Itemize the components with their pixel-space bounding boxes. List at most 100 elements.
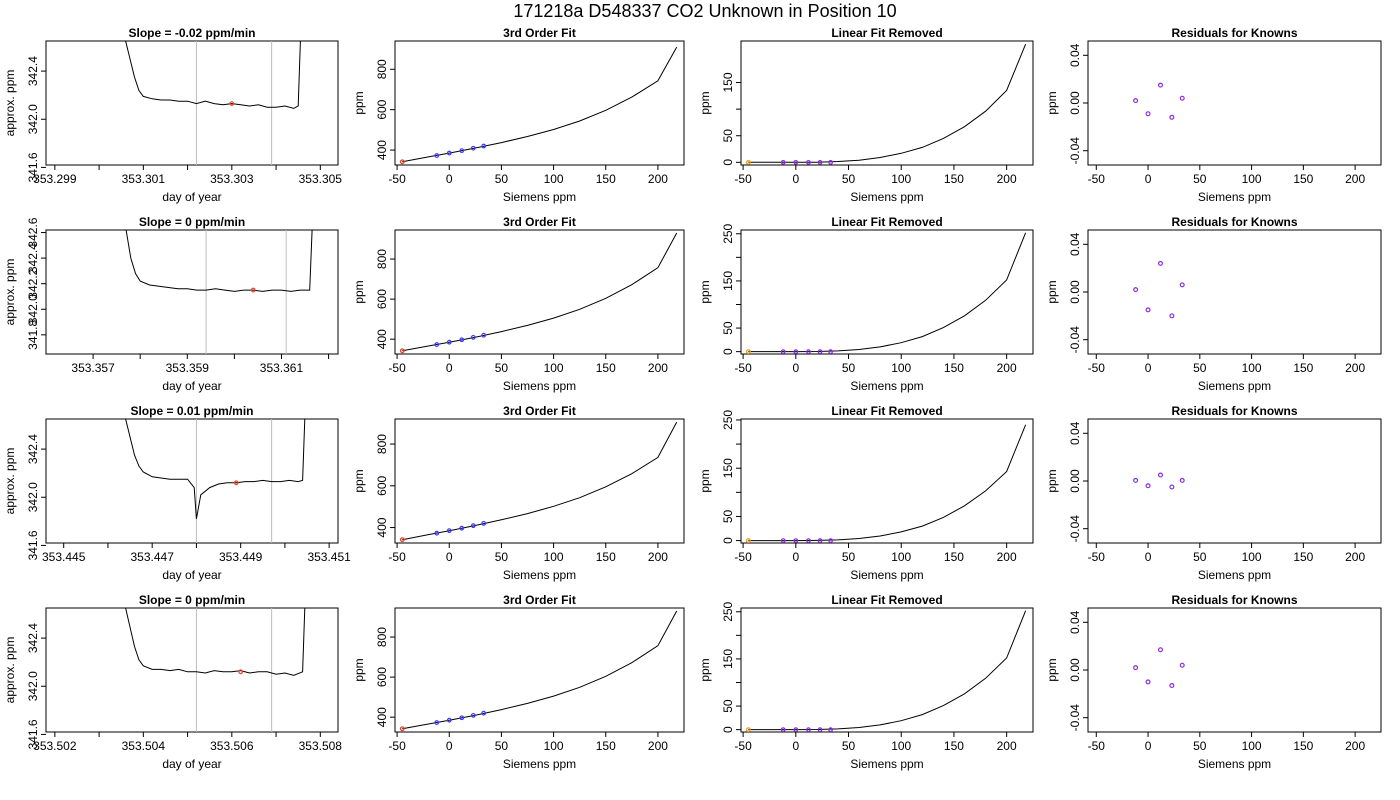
y-tick-label: 600: [375, 289, 389, 309]
plot-area: [1133, 260, 1185, 319]
plot-frame: [740, 418, 1034, 544]
x-axis-label: Siemens ppm: [1198, 379, 1271, 393]
plot-area: [125, 419, 306, 543]
panel-title: Residuals for Knowns: [1171, 404, 1297, 418]
plot-frame: [394, 418, 685, 544]
x-tick-label: 50: [842, 172, 856, 186]
plot-frame: [394, 229, 685, 355]
x-tick-label: -50: [734, 361, 752, 375]
panel-title: 3rd Order Fit: [503, 215, 576, 229]
y-tick-label: 0.00: [1068, 280, 1082, 304]
x-tick-label: 100: [544, 172, 564, 186]
y-axis-label: ppm: [1045, 280, 1059, 303]
residual-point: [1179, 95, 1185, 101]
plot-frame: [45, 607, 339, 733]
fit-curve: [402, 232, 678, 352]
known-point: [470, 145, 476, 151]
x-tick-label: -50: [1088, 172, 1106, 186]
known-point: [446, 339, 452, 345]
y-tick-label: 250: [721, 601, 735, 621]
y-axis-label: ppm: [352, 280, 366, 303]
x-tick-label: 0: [1145, 550, 1152, 564]
plot-frame: [1087, 40, 1382, 166]
y-tick-label: 341.8: [26, 319, 40, 349]
y-tick-label: 50: [721, 321, 735, 335]
x-tick-label: -50: [388, 550, 406, 564]
x-tick-label: 50: [842, 550, 856, 564]
y-tick-label: 342.6: [26, 217, 40, 247]
y-tick-label: 0: [721, 159, 735, 166]
x-tick-label: 100: [544, 550, 564, 564]
known-point: [459, 148, 465, 154]
known-point: [817, 727, 823, 732]
x-tick-label: 353.508: [299, 739, 343, 753]
x-tick-label: 50: [1193, 739, 1207, 753]
y-axis-label: ppm: [698, 658, 712, 681]
residual-point: [1169, 484, 1175, 490]
x-tick-label: 353.451: [307, 550, 351, 564]
y-tick-label: 800: [375, 434, 389, 454]
plot-area: [745, 610, 1027, 732]
known-point: [434, 342, 440, 347]
known-point: [470, 712, 476, 718]
panel-r4-c3: Linear Fit Removed -50 0 50 100 150 200 Siemens…: [698, 593, 1034, 771]
x-tick-label: -50: [734, 550, 752, 564]
residual-point: [1179, 282, 1185, 288]
known-point: [481, 332, 487, 338]
residual-point: [1157, 647, 1163, 653]
figure-title: 171218a D548337 CO2 Unknown in Position …: [513, 1, 896, 21]
panel-r1-c1: Slope = -0.02 ppm/min 353.299 353.301 353.3…: [3, 26, 342, 204]
x-tick-label: 150: [944, 361, 964, 375]
known-point: [434, 153, 440, 158]
unknown-point: [745, 349, 751, 354]
known-point: [459, 715, 465, 721]
panel-r3-c1: Slope = 0.01 ppm/min 353.445 353.447 353.44…: [3, 404, 351, 582]
x-tick-label: 353.359: [166, 361, 210, 375]
x-axis-label: day of year: [162, 379, 221, 393]
known-point: [828, 159, 834, 165]
fit-curve: [402, 421, 678, 541]
known-point: [806, 727, 811, 732]
y-tick-label: 342.2: [26, 268, 40, 298]
x-tick-label: -50: [734, 739, 752, 753]
x-tick-label: 100: [1242, 739, 1262, 753]
fit-curve: [748, 424, 1027, 542]
x-tick-label: 0: [446, 550, 453, 564]
known-point: [793, 159, 799, 165]
y-tick-label: 342.0: [26, 482, 40, 512]
residual-point: [1169, 682, 1175, 688]
x-tick-label: 200: [648, 550, 668, 564]
y-tick-label: 400: [375, 707, 389, 727]
x-tick-label: 100: [1242, 550, 1262, 564]
x-tick-label: -50: [1088, 739, 1106, 753]
x-tick-label: -50: [388, 739, 406, 753]
trace-line: [125, 419, 306, 519]
plot-frame: [45, 229, 339, 355]
y-tick-label: 342.4: [26, 56, 40, 86]
known-point: [446, 717, 452, 723]
x-tick-label: 150: [596, 550, 616, 564]
x-tick-label: 100: [1242, 361, 1262, 375]
x-tick-label: 150: [944, 172, 964, 186]
residual-point: [1133, 477, 1139, 483]
x-axis-label: Siemens ppm: [503, 757, 576, 771]
x-tick-label: 353.447: [130, 550, 174, 564]
plot-area: [399, 610, 678, 732]
unknown-point: [250, 287, 256, 293]
x-tick-label: 353.504: [122, 739, 166, 753]
x-axis-label: Siemens ppm: [850, 757, 923, 771]
panel-title: Slope = -0.02 ppm/min: [128, 26, 255, 40]
x-tick-label: 150: [944, 739, 964, 753]
y-axis-label: ppm: [698, 280, 712, 303]
panel-r1-c3: Linear Fit Removed -50 0 50 100 150 200 Siemens…: [698, 26, 1034, 204]
residual-point: [1145, 483, 1151, 489]
x-tick-label: 100: [544, 739, 564, 753]
y-tick-label: 150: [721, 649, 735, 669]
y-tick-label: 0.04: [1068, 421, 1082, 445]
x-tick-label: 0: [446, 739, 453, 753]
plot-area: [745, 44, 1027, 165]
y-axis-label: ppm: [1045, 91, 1059, 114]
y-tick-label: 0: [721, 537, 735, 544]
x-tick-label: 200: [1345, 361, 1365, 375]
x-tick-label: 353.361: [260, 361, 304, 375]
